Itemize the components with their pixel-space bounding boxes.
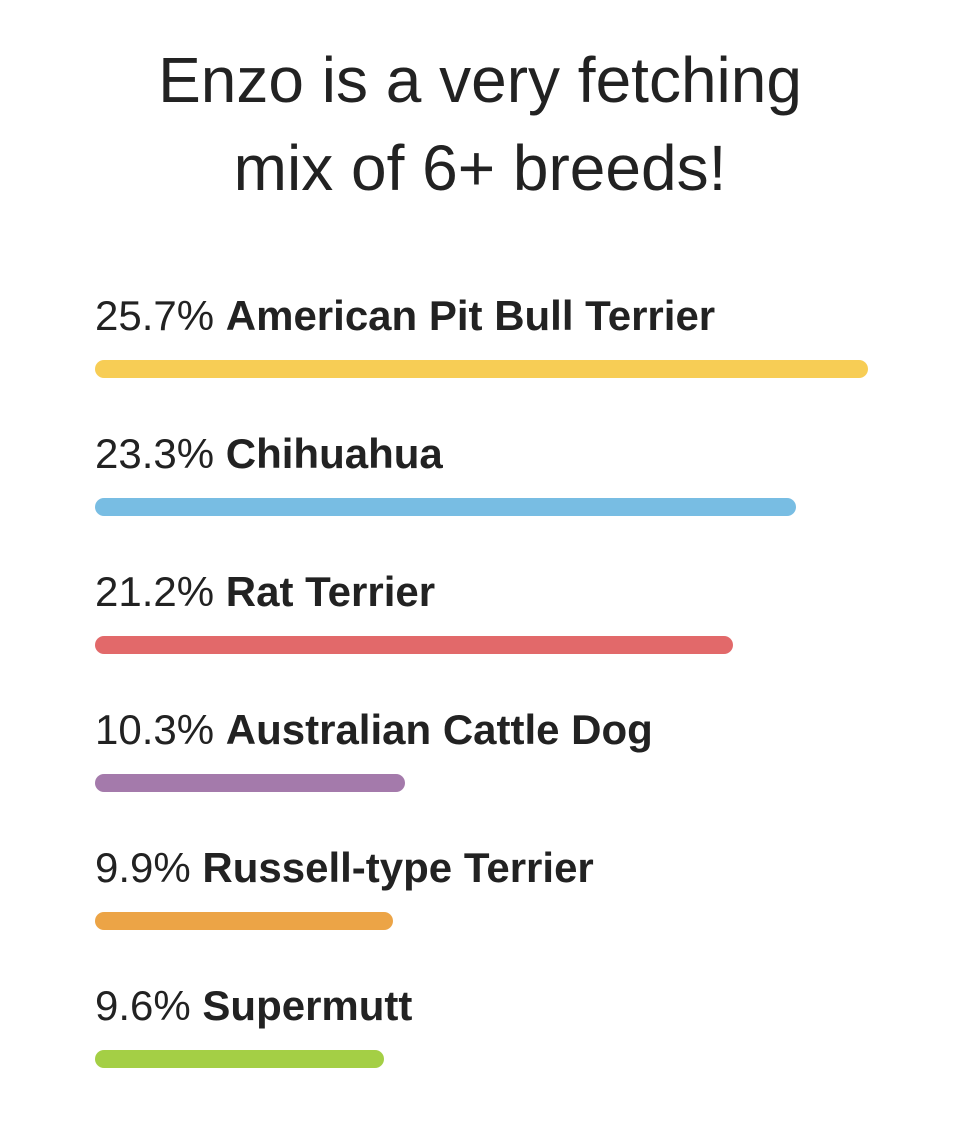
- chart-title: Enzo is a very fetching mix of 6+ breeds…: [0, 36, 960, 212]
- breed-label: 10.3% Australian Cattle Dog: [95, 700, 875, 760]
- breed-row: 25.7% American Pit Bull Terrier: [95, 286, 875, 424]
- breed-name-label: American Pit Bull Terrier: [225, 292, 716, 339]
- breed-percent-label: 25.7%: [95, 292, 215, 339]
- breed-name-label: Rat Terrier: [225, 568, 436, 615]
- breed-label: 21.2% Rat Terrier: [95, 562, 875, 622]
- breed-row: 23.3% Chihuahua: [95, 424, 875, 562]
- breed-bar-track: [95, 774, 868, 792]
- breed-percent-label: 21.2%: [95, 568, 215, 615]
- breed-bar: [95, 774, 405, 792]
- chart-title-line-2: mix of 6+ breeds!: [233, 132, 727, 204]
- breed-bar: [95, 498, 796, 516]
- breed-bar-list: 25.7% American Pit Bull Terrier 23.3% Chi…: [95, 286, 875, 1114]
- breed-name-label: Supermutt: [202, 982, 413, 1029]
- breed-row: 21.2% Rat Terrier: [95, 562, 875, 700]
- breed-bar-track: [95, 636, 868, 654]
- breed-percent-label: 10.3%: [95, 706, 215, 753]
- breed-row: 9.6% Supermutt: [95, 976, 875, 1114]
- breed-bar: [95, 360, 868, 378]
- breed-bar-track: [95, 1050, 868, 1068]
- breed-bar-track: [95, 360, 868, 378]
- breed-percent-label: 23.3%: [95, 430, 215, 477]
- breed-label: 9.9% Russell-type Terrier: [95, 838, 875, 898]
- breed-percent-label: 9.6%: [95, 982, 191, 1029]
- breed-name-label: Russell-type Terrier: [202, 844, 594, 891]
- breed-name-label: Chihuahua: [225, 430, 443, 477]
- breed-row: 9.9% Russell-type Terrier: [95, 838, 875, 976]
- breed-bar: [95, 636, 733, 654]
- breed-percent-label: 9.9%: [95, 844, 191, 891]
- breed-bar-track: [95, 498, 868, 516]
- breed-label: 23.3% Chihuahua: [95, 424, 875, 484]
- breed-label: 9.6% Supermutt: [95, 976, 875, 1036]
- breed-bar: [95, 1050, 384, 1068]
- breed-bar-track: [95, 912, 868, 930]
- breed-label: 25.7% American Pit Bull Terrier: [95, 286, 875, 346]
- chart-title-line-1: Enzo is a very fetching: [158, 44, 802, 116]
- breed-bar: [95, 912, 393, 930]
- breed-row: 10.3% Australian Cattle Dog: [95, 700, 875, 838]
- breed-name-label: Australian Cattle Dog: [225, 706, 653, 753]
